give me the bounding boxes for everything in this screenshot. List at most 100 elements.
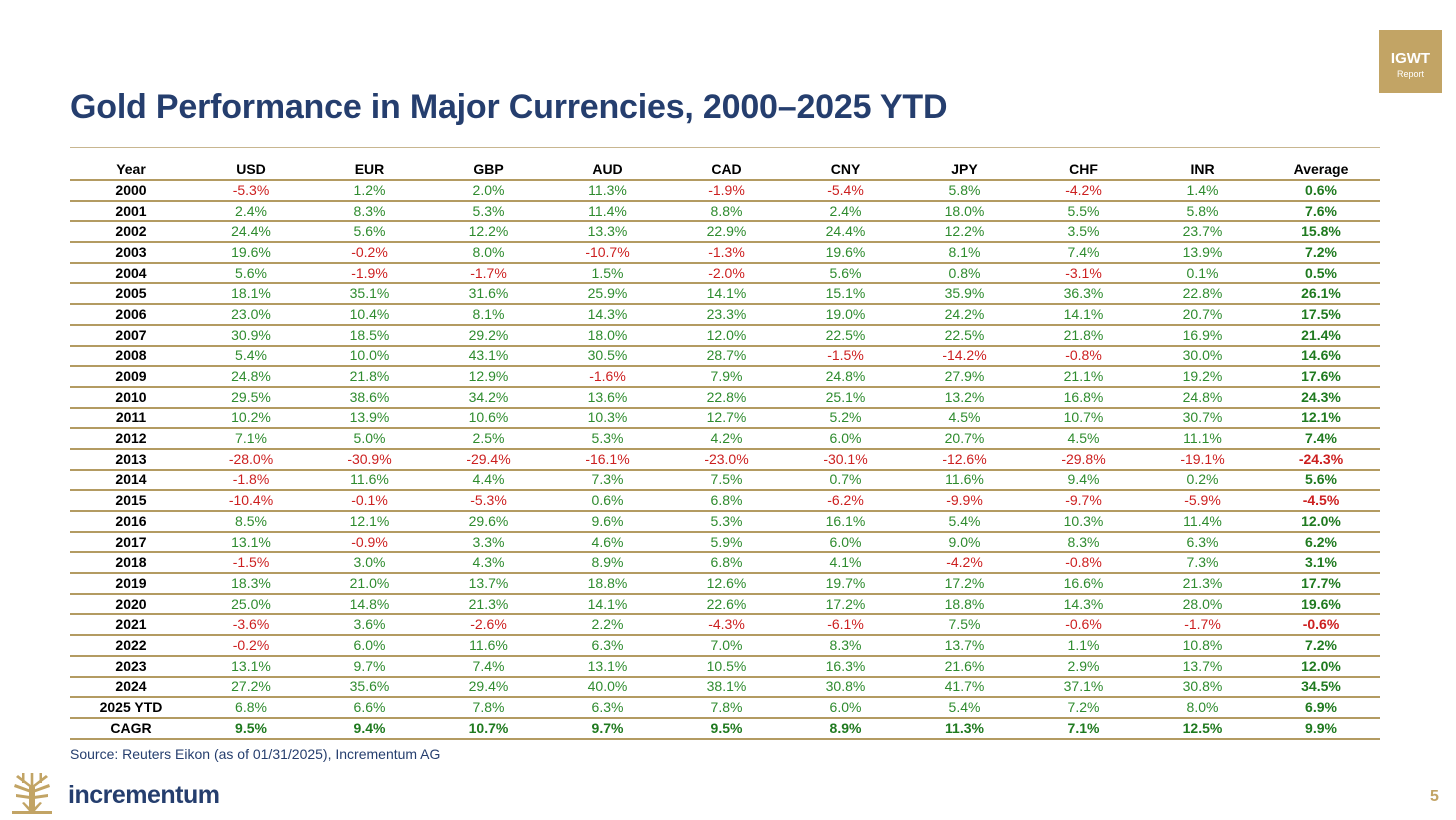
value-cell: 12.9%: [429, 366, 548, 388]
value-cell: 2.4%: [192, 200, 310, 223]
value-cell: 18.0%: [548, 324, 667, 347]
value-cell: 7.4%: [1024, 242, 1143, 264]
year-cell: 2013: [70, 448, 192, 471]
value-cell: -3.1%: [1024, 262, 1143, 285]
value-cell: 1.5%: [548, 262, 667, 285]
year-cell: 2014: [70, 469, 192, 492]
value-cell: -28.0%: [192, 448, 310, 471]
value-cell: 10.6%: [429, 407, 548, 430]
value-cell: 9.4%: [310, 717, 429, 740]
value-cell: -6.1%: [786, 614, 905, 637]
value-cell: -3.6%: [192, 614, 310, 637]
year-cell: 2022: [70, 635, 192, 657]
year-cell: 2020: [70, 593, 192, 616]
table-row: 2025 YTD 6.8% 6.6% 7.8% 6.3% 7.8% 6.0% 5.4% 7.2%…: [70, 697, 1380, 719]
value-cell: -14.2%: [905, 345, 1024, 368]
value-cell: 11.3%: [548, 180, 667, 202]
value-cell: 29.5%: [192, 386, 310, 409]
value-cell: 5.4%: [192, 345, 310, 368]
value-cell: 18.3%: [192, 573, 310, 595]
value-cell: 12.7%: [667, 407, 786, 430]
value-cell: 5.5%: [1024, 200, 1143, 223]
value-cell: 22.9%: [667, 221, 786, 244]
value-cell: 43.1%: [429, 345, 548, 368]
average-cell: 7.2%: [1262, 635, 1380, 657]
year-cell: 2008: [70, 345, 192, 368]
value-cell: 12.1%: [310, 511, 429, 533]
value-cell: 34.2%: [429, 386, 548, 409]
table-row: 2004 5.6% -1.9% -1.7% 1.5% -2.0% 5.6% 0.8% -3.1%…: [70, 262, 1380, 285]
value-cell: 9.0%: [905, 531, 1024, 554]
value-cell: 19.0%: [786, 304, 905, 326]
table-row: 2021 -3.6% 3.6% -2.6% 2.2% -4.3% -6.1% 7.5% -0.6…: [70, 614, 1380, 637]
value-cell: 24.8%: [1143, 386, 1262, 409]
table-row: 2024 27.2% 35.6% 29.4% 40.0% 38.1% 30.8% 41.7% 3…: [70, 676, 1380, 699]
value-cell: 4.4%: [429, 469, 548, 492]
value-cell: 9.4%: [1024, 469, 1143, 492]
average-cell: 15.8%: [1262, 221, 1380, 244]
value-cell: 7.3%: [548, 469, 667, 492]
year-cell: 2018: [70, 552, 192, 575]
value-cell: 10.3%: [1024, 511, 1143, 533]
value-cell: 1.2%: [310, 180, 429, 202]
value-cell: 25.0%: [192, 593, 310, 616]
year-cell: 2021: [70, 614, 192, 637]
value-cell: 22.5%: [786, 324, 905, 347]
value-cell: 30.7%: [1143, 407, 1262, 430]
value-cell: -1.9%: [310, 262, 429, 285]
value-cell: 7.1%: [192, 428, 310, 450]
value-cell: -0.2%: [310, 242, 429, 264]
average-cell: 34.5%: [1262, 676, 1380, 699]
value-cell: 13.9%: [1143, 242, 1262, 264]
value-cell: 7.8%: [667, 697, 786, 719]
value-cell: 29.6%: [429, 511, 548, 533]
value-cell: 2.2%: [548, 614, 667, 637]
value-cell: 38.6%: [310, 386, 429, 409]
value-cell: 22.5%: [905, 324, 1024, 347]
year-cell: 2000: [70, 180, 192, 202]
value-cell: -1.6%: [548, 366, 667, 388]
value-cell: 22.6%: [667, 593, 786, 616]
value-cell: 7.9%: [667, 366, 786, 388]
page-title: Gold Performance in Major Currencies, 20…: [70, 88, 948, 126]
value-cell: 2.9%: [1024, 655, 1143, 678]
value-cell: 12.6%: [667, 573, 786, 595]
value-cell: 7.5%: [667, 469, 786, 492]
average-cell: 12.0%: [1262, 511, 1380, 533]
average-cell: 24.3%: [1262, 386, 1380, 409]
value-cell: -0.8%: [1024, 552, 1143, 575]
badge-subtitle: Report: [1396, 69, 1424, 79]
value-cell: 5.6%: [310, 221, 429, 244]
value-cell: 6.0%: [786, 697, 905, 719]
column-header-jpy: JPY: [905, 160, 1024, 181]
source-note: Source: Reuters Eikon (as of 01/31/2025)…: [70, 746, 441, 762]
column-header-eur: EUR: [310, 160, 429, 181]
table-row: CAGR 9.5% 9.4% 10.7% 9.7% 9.5% 8.9% 11.3% 7.1% 12…: [70, 717, 1380, 740]
year-cell: 2011: [70, 407, 192, 430]
value-cell: 5.3%: [548, 428, 667, 450]
value-cell: 21.3%: [1143, 573, 1262, 595]
value-cell: 24.4%: [786, 221, 905, 244]
value-cell: 5.3%: [429, 200, 548, 223]
value-cell: 24.4%: [192, 221, 310, 244]
table-row: 2017 13.1% -0.9% 3.3% 4.6% 5.9% 6.0% 9.0% 8.3% 6.…: [70, 531, 1380, 554]
value-cell: 37.1%: [1024, 676, 1143, 699]
value-cell: 11.3%: [905, 717, 1024, 740]
table-row: 2007 30.9% 18.5% 29.2% 18.0% 12.0% 22.5% 22.5% 2…: [70, 324, 1380, 347]
value-cell: 35.1%: [310, 283, 429, 306]
value-cell: 10.7%: [429, 717, 548, 740]
value-cell: 23.0%: [192, 304, 310, 326]
igwt-report-badge: IGWT Report: [1379, 30, 1442, 93]
value-cell: 20.7%: [905, 428, 1024, 450]
year-cell: 2016: [70, 511, 192, 533]
value-cell: 10.3%: [548, 407, 667, 430]
value-cell: 14.1%: [548, 593, 667, 616]
value-cell: 8.9%: [548, 552, 667, 575]
value-cell: 22.8%: [667, 386, 786, 409]
value-cell: 19.7%: [786, 573, 905, 595]
value-cell: 18.1%: [192, 283, 310, 306]
value-cell: 40.0%: [548, 676, 667, 699]
value-cell: 11.6%: [905, 469, 1024, 492]
value-cell: 13.7%: [429, 573, 548, 595]
value-cell: 6.6%: [310, 697, 429, 719]
